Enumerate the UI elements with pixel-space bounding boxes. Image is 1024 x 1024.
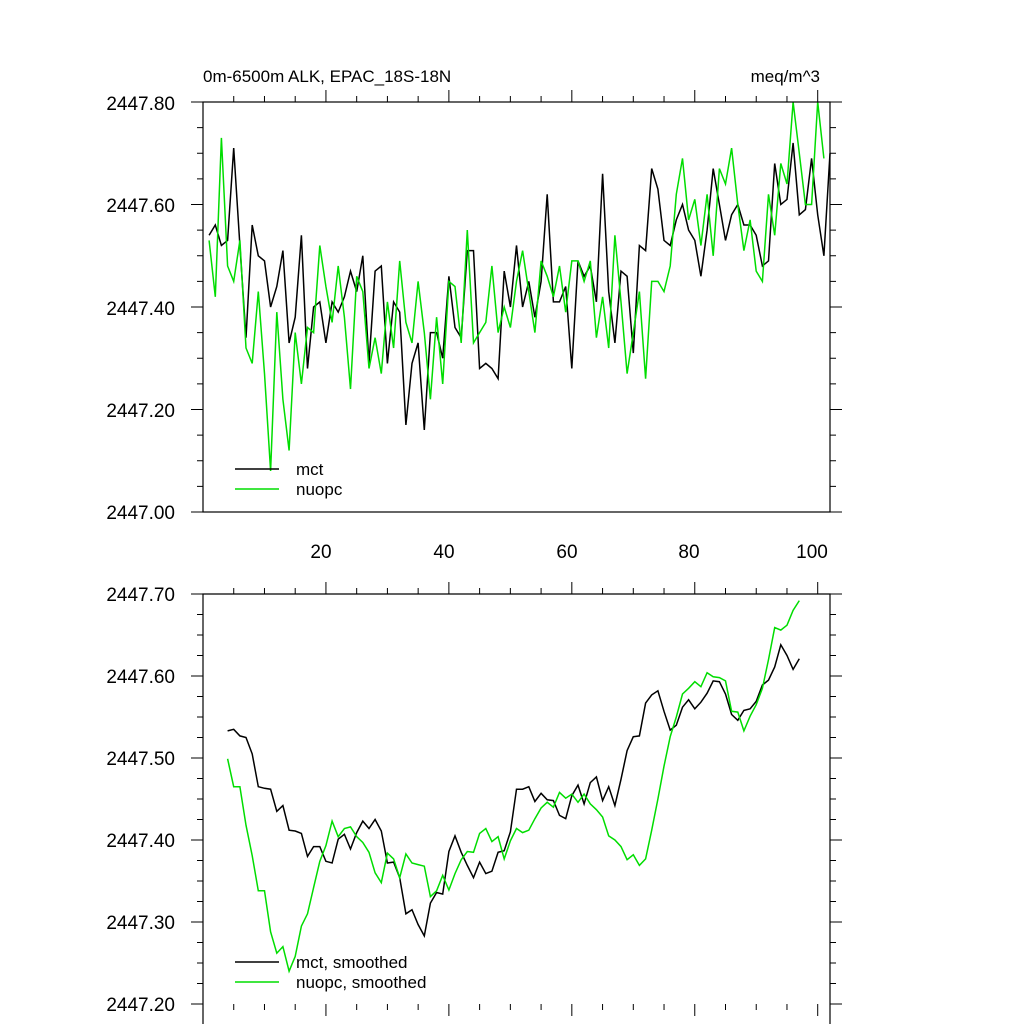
legend-label-mct-smoothed: mct, smoothed <box>296 953 408 972</box>
legend-label-nuopc: nuopc <box>296 480 343 499</box>
x-tick-label: 60 <box>556 542 577 563</box>
series-line-nuopc-smoothed <box>226 600 800 974</box>
y-tick-label: 2447.40 <box>106 831 175 852</box>
series-line-nuopc <box>208 101 825 472</box>
series-line-mct-smoothed <box>227 642 800 939</box>
plot-frame <box>202 593 831 1024</box>
y-tick-label: 2447.70 <box>106 585 175 606</box>
legend-label-nuopc-smoothed: nuopc, smoothed <box>296 973 426 992</box>
top-panel: 0m-6500m ALK, EPAC_18S-18N meq/m^3 2447.… <box>106 67 842 563</box>
bottom-tick-marks <box>191 582 842 1016</box>
x-tick-label: 20 <box>310 542 331 563</box>
x-tick-label: 40 <box>433 542 454 563</box>
plot-frame <box>202 101 831 513</box>
x-tick-label: 100 <box>796 542 828 563</box>
units-label: meq/m^3 <box>751 67 820 86</box>
y-tick-label: 2447.00 <box>106 503 175 524</box>
y-tick-label: 2447.40 <box>106 299 175 320</box>
y-tick-label: 2447.60 <box>106 667 175 688</box>
y-tick-label: 2447.20 <box>106 401 175 422</box>
legend: mct, smoothed nuopc, smoothed <box>235 953 426 992</box>
x-tick-label: 80 <box>678 542 699 563</box>
chart-title: 0m-6500m ALK, EPAC_18S-18N <box>203 67 451 86</box>
y-tick-label: 2447.30 <box>106 913 175 934</box>
top-tick-marks <box>191 90 842 513</box>
series-line-mct <box>208 142 831 431</box>
y-tick-label: 2447.60 <box>106 196 175 217</box>
y-tick-label: 2447.80 <box>106 94 175 115</box>
legend: mct nuopc <box>235 460 343 499</box>
y-tick-label: 2447.20 <box>106 995 175 1016</box>
legend-label-mct: mct <box>296 460 324 479</box>
y-tick-label: 2447.50 <box>106 749 175 770</box>
bottom-panel: 2447.70 2447.60 2447.50 2447.40 2447.30 … <box>106 582 842 1024</box>
